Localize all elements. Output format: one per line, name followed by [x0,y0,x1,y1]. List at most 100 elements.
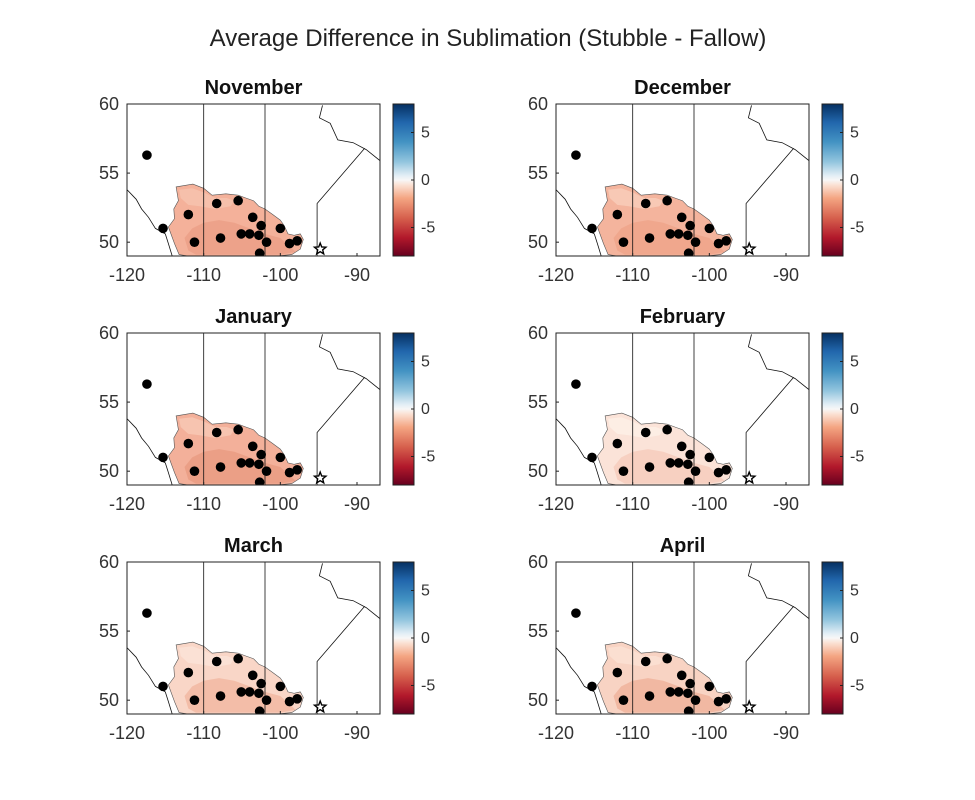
y-tick-label: 55 [528,163,548,183]
map-line-ab-bc-border [127,418,173,485]
map-line-ab-bc-border [556,189,602,256]
station-marker [236,229,247,239]
station-marker [683,248,694,256]
station-marker [158,223,168,234]
station-marker [275,223,286,234]
x-tick-label: -120 [538,265,574,285]
station-marker [254,230,264,241]
station-marker [233,424,243,435]
station-marker [254,248,265,256]
station-marker [662,653,672,664]
colorbar [392,561,415,715]
map-line-ab-bc-border [556,418,602,485]
station-marker [244,229,255,239]
colorbar [392,332,415,486]
y-tick-label: 55 [528,621,548,641]
axes-frame [126,103,381,257]
colorbar-tick-label: 5 [421,125,430,142]
station-marker [587,452,597,463]
colorbar-tick-label: 5 [850,583,859,600]
x-tick-label: -90 [344,265,370,285]
map-line-hudson-bay-coast [747,105,809,162]
colorbar-tick-label: -5 [421,678,435,695]
station-marker [215,233,226,243]
station-marker [683,230,693,241]
axes-frame [126,332,381,486]
figure-title: Average Difference in Sublimation (Stubb… [210,25,767,52]
station-marker [587,223,597,234]
map-line-ab-bc-border [127,647,173,714]
axes-frame [126,561,381,715]
colorbar [821,103,844,257]
colorbar-tick-label: 5 [421,354,430,371]
station-marker [665,229,676,239]
colorbar-tick-label: 0 [421,172,430,189]
station-marker [704,452,715,463]
station-marker [571,608,581,618]
station-marker [640,427,651,438]
station-marker [644,233,655,243]
station-marker [142,150,152,160]
colorbar-tick-label: 0 [421,630,430,647]
station-marker [158,452,168,463]
y-tick-label: 50 [99,461,119,481]
y-tick-label: 50 [99,690,119,710]
colorbar-tick-label: 5 [850,125,859,142]
station-marker [189,466,200,476]
station-marker [261,466,272,476]
station-marker [256,678,266,689]
x-tick-label: -110 [615,265,650,285]
station-marker [275,452,286,463]
map-line-ab-bc-border [556,647,602,714]
station-marker [685,449,695,460]
star-marker [741,241,757,256]
colorbar [821,561,844,715]
station-marker [292,694,303,704]
station-marker [685,678,695,689]
map-line-hudson-bay-coast [318,334,380,391]
x-tick-label: -90 [773,723,799,743]
station-marker [254,477,265,485]
x-tick-label: -120 [109,723,145,743]
colorbar-tick-label: -5 [850,449,864,466]
y-tick-label: 55 [528,392,548,412]
station-marker [665,458,676,468]
station-marker [683,459,693,470]
x-tick-label: -90 [344,494,370,514]
x-tick-label: -110 [615,494,650,514]
station-marker [704,223,715,234]
map-content [556,562,809,714]
station-marker [211,427,222,438]
station-marker [640,198,651,209]
x-tick-label: -100 [691,723,727,743]
x-tick-label: -90 [773,265,799,285]
x-tick-label: -100 [691,494,727,514]
y-tick-label: 60 [99,552,119,572]
colorbar [821,332,844,486]
station-marker [644,462,655,472]
panel-title: January [215,306,293,328]
star-marker [741,699,757,714]
station-marker [284,696,295,707]
x-tick-label: -120 [538,723,574,743]
panel-title: April [660,535,706,557]
station-marker [690,466,701,476]
star-marker [741,470,757,485]
station-marker [183,438,194,449]
station-marker [618,466,629,476]
station-marker [189,695,200,705]
station-marker [704,681,715,692]
station-marker [158,681,168,692]
star-marker [312,241,328,256]
map-line-hudson-bay-coast [318,105,380,162]
station-marker [665,687,676,697]
station-marker [673,229,684,239]
station-marker [236,687,247,697]
x-tick-label: -110 [186,265,221,285]
station-marker [292,236,303,246]
map-content [127,333,380,485]
station-marker [721,236,731,246]
y-tick-label: 50 [528,461,548,481]
